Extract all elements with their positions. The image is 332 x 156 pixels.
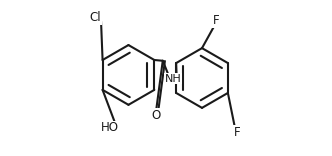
Text: HO: HO (101, 121, 119, 134)
Text: F: F (234, 126, 241, 139)
Text: F: F (213, 14, 219, 27)
Text: NH: NH (165, 74, 182, 84)
Text: Cl: Cl (89, 11, 101, 24)
Text: O: O (151, 109, 161, 122)
